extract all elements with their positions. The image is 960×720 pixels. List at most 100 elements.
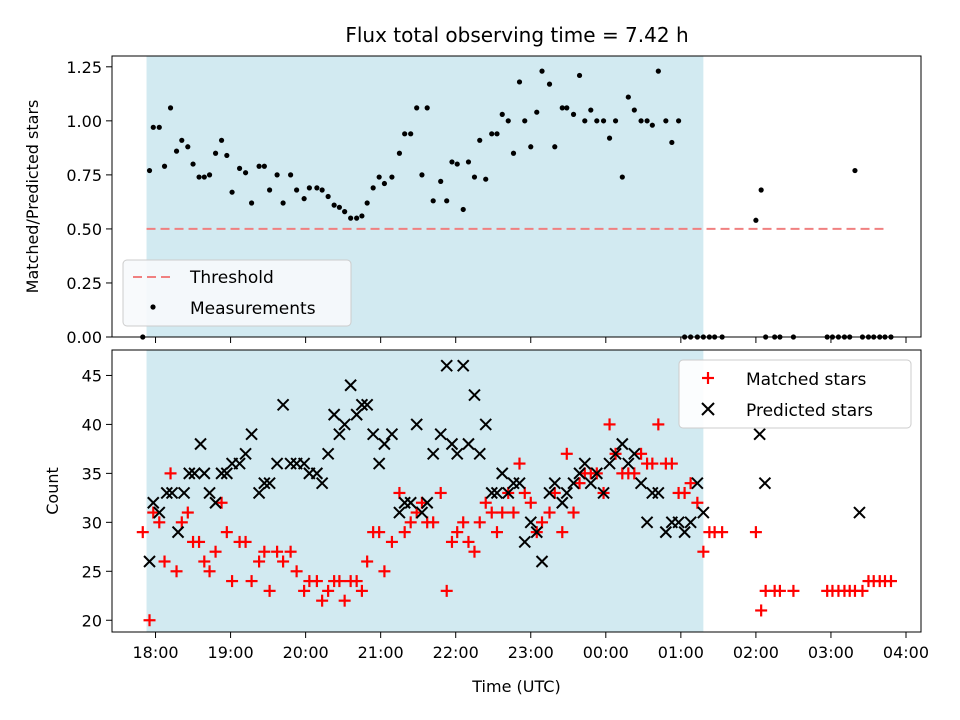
matched-star-marker xyxy=(652,418,665,431)
measurement-point xyxy=(510,150,517,156)
matched-star-marker xyxy=(646,457,659,470)
measurement-point xyxy=(306,185,312,191)
measurement-point xyxy=(522,118,528,124)
predicted-star-marker xyxy=(457,359,470,372)
measurement-point xyxy=(354,215,360,221)
bottom-x-tick-label: 00:00 xyxy=(583,643,629,662)
legend-threshold-label: Threshold xyxy=(189,268,274,288)
measurement-point xyxy=(266,187,273,193)
matched-star-marker xyxy=(263,584,276,597)
matched-star-marker xyxy=(316,594,329,607)
matched-star-marker xyxy=(451,526,464,539)
measurement-point xyxy=(631,107,637,113)
top-y-tick-label: 1.25 xyxy=(66,58,102,77)
matched-star-marker xyxy=(462,535,475,548)
measurement-point xyxy=(261,163,267,169)
measurement-point xyxy=(499,111,505,117)
measurement-point xyxy=(419,172,425,178)
measurement-point xyxy=(758,187,764,193)
predicted-star-marker xyxy=(548,476,561,490)
matched-star-marker xyxy=(524,496,537,509)
matched-star-marker xyxy=(398,526,411,539)
predicted-star-marker xyxy=(652,486,665,500)
legend-measurements-label: Measurements xyxy=(190,299,316,319)
measurement-point xyxy=(424,105,430,111)
measurement-point xyxy=(229,189,235,195)
measurement-point xyxy=(559,105,565,111)
predicted-star-marker xyxy=(165,486,179,500)
predicted-star-marker xyxy=(415,506,429,519)
predicted-star-marker xyxy=(609,447,622,460)
predicted-star-marker xyxy=(616,437,629,451)
predicted-star-marker xyxy=(560,486,573,500)
matched-star-marker xyxy=(143,614,156,627)
legend-measurements-swatch xyxy=(150,304,156,310)
predicted-star-marker xyxy=(143,555,156,568)
top-legend-box xyxy=(122,259,352,327)
predicted-star-marker xyxy=(315,476,329,490)
measurement-point xyxy=(539,68,545,74)
measurement-point xyxy=(325,193,331,200)
measurement-point xyxy=(196,174,202,180)
measurement-point xyxy=(638,118,644,124)
matched-star-marker xyxy=(678,486,691,499)
matched-star-marker xyxy=(485,506,498,519)
top-x-ticks xyxy=(155,337,907,343)
matched-star-marker xyxy=(427,516,440,529)
measurement-point xyxy=(477,137,483,143)
predicted-star-marker xyxy=(276,398,290,412)
measurement-point xyxy=(242,170,249,176)
bottom-y-tick-label: 45 xyxy=(82,366,102,385)
predicted-star-marker xyxy=(622,457,635,470)
measurement-point xyxy=(534,109,540,115)
measurement-point xyxy=(274,172,280,178)
measurement-point xyxy=(336,204,342,210)
predicted-star-marker xyxy=(297,457,311,470)
top-y-tick-label: 0.00 xyxy=(66,328,102,347)
predicted-star-marker xyxy=(378,437,391,451)
matched-star-marker xyxy=(434,486,447,499)
measurement-point xyxy=(576,72,583,79)
matched-star-marker xyxy=(856,584,869,597)
matched-star-marker xyxy=(755,604,768,617)
legend-predicted-label: Predicted stars xyxy=(746,401,873,421)
bottom-x-tick-label: 21:00 xyxy=(358,643,404,662)
measurement-point xyxy=(753,217,759,223)
predicted-star-marker xyxy=(440,359,453,372)
predicted-star-marker xyxy=(479,418,492,431)
matched-star-marker xyxy=(473,516,486,529)
predicted-star-marker xyxy=(578,457,591,470)
measurement-point xyxy=(465,159,472,165)
predicted-star-marker xyxy=(753,428,766,441)
predicted-star-marker xyxy=(366,428,380,441)
matched-star-marker xyxy=(773,584,786,597)
predicted-star-marker xyxy=(468,388,481,402)
matched-star-marker xyxy=(198,555,211,568)
predicted-star-marker xyxy=(628,447,641,460)
top-y-tick-label: 0.50 xyxy=(66,220,102,239)
measurement-point xyxy=(381,180,388,187)
predicted-star-marker xyxy=(263,476,276,490)
measurement-point xyxy=(146,167,153,174)
measurement-point xyxy=(342,209,348,215)
matched-star-marker xyxy=(181,506,194,519)
predicted-star-marker xyxy=(684,516,697,529)
matched-star-marker xyxy=(518,486,531,499)
measurement-point xyxy=(248,200,255,206)
matched-star-marker xyxy=(556,526,569,539)
predicted-star-marker xyxy=(220,467,234,480)
predicted-star-marker xyxy=(183,467,196,480)
predicted-stars-points xyxy=(143,359,866,568)
matched-star-marker xyxy=(220,526,233,539)
matched-star-marker xyxy=(290,565,303,578)
bottom-x-tick-label: 19:00 xyxy=(208,643,254,662)
matched-star-marker xyxy=(245,575,258,588)
bottom-y-tick-label: 40 xyxy=(82,415,102,434)
predicted-star-marker xyxy=(333,428,346,441)
measurement-point xyxy=(649,122,655,128)
matched-star-marker xyxy=(385,535,398,548)
matched-star-marker xyxy=(457,516,470,529)
predicted-star-marker xyxy=(634,476,648,490)
bottom-y-ticks: 20 25 30 35 40 45 xyxy=(82,366,112,630)
predicted-star-marker xyxy=(556,496,569,509)
